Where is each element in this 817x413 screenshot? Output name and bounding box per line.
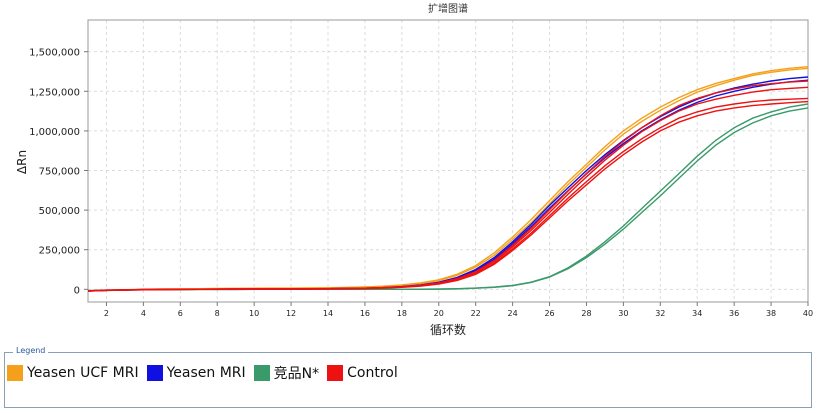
legend-entry-2: Yeasen MRI [146,365,246,381]
legend-label: Control [347,365,398,381]
x-tick-label: 30 [618,309,628,318]
x-tick-label: 26 [544,309,554,318]
series-line-8 [87,100,809,292]
x-axis-label: 循环数 [430,322,466,337]
grid-lines [88,20,809,302]
x-tick-label: 40 [803,309,813,318]
legend-swatch [327,365,344,381]
legend-title: Legend [13,346,49,355]
amplification-chart: 扩增图谱 0 250,000 500,000 750,000 1,000,000 1,25… [15,2,813,337]
x-tick-label: 20 [434,309,444,318]
legend-entry-4: Control [327,365,398,381]
x-tick-label: 14 [323,309,333,318]
y-tick-label: 1,500,000 [29,48,80,59]
x-tick-label: 2 [104,309,109,318]
y-tick-label: 1,250,000 [29,87,80,98]
x-tick-label: 32 [655,309,665,318]
x-tick-label: 24 [508,309,518,318]
series-line-7 [87,97,809,292]
series-lines [87,66,809,292]
y-axis-ticks: 0 250,000 500,000 750,000 1,000,000 1,250,000… [29,48,88,296]
y-tick-label: 1,000,000 [29,127,80,138]
legend-label: Yeasen UCF MRI [27,365,139,381]
x-tick-label: 18 [397,309,407,318]
chart-title: 扩增图谱 [428,2,468,15]
legend-entry-3: 竞品N* [253,363,320,383]
legend-swatch [146,365,163,381]
legend-box: Legend Yeasen UCF MRI Yeasen MRI 竞品N* Contr… [4,346,812,408]
y-tick-label: 250,000 [39,246,80,257]
series-line-6 [87,107,809,292]
legend-label: Yeasen MRI [166,365,246,381]
x-tick-label: 6 [178,309,183,318]
y-axis-label: ΔRn [15,150,29,174]
y-tick-label: 500,000 [39,206,80,217]
series-line-5 [87,103,809,292]
legend-swatch [253,365,270,381]
series-line-3 [87,76,809,292]
x-tick-label: 12 [286,309,296,318]
legend-swatch [7,365,23,381]
plot-area [87,19,809,303]
series-line-10 [87,80,809,292]
x-tick-label: 38 [766,309,776,318]
y-tick-label: 750,000 [39,167,80,178]
legend-items: Yeasen UCF MRI Yeasen MRI 竞品N* Control [7,363,406,383]
x-tick-label: 16 [360,309,370,318]
legend-entry-1: Yeasen UCF MRI [7,365,139,381]
x-tick-label: 10 [249,309,259,318]
x-tick-label: 28 [581,309,591,318]
x-tick-label: 4 [141,309,146,318]
series-line-9 [87,86,809,292]
x-tick-label: 36 [729,309,739,318]
legend-label: 竞品N* [273,366,320,382]
y-tick-label: 0 [74,285,80,296]
series-line-1 [87,66,809,292]
x-axis-ticks: 2 4 6 8 10 12 14 16 18 20 22 24 26 28 30 32 34 36 38 40 [104,302,813,318]
x-tick-label: 22 [471,309,481,318]
x-tick-label: 34 [692,309,702,318]
x-tick-label: 8 [215,309,220,318]
